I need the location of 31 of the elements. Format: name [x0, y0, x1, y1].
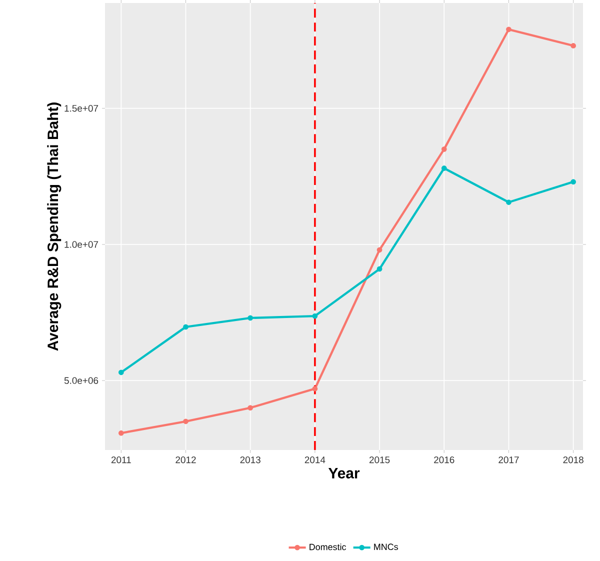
- x-tick-label: 2012: [176, 456, 196, 464]
- point: [183, 418, 188, 424]
- point: [312, 313, 318, 319]
- point: [183, 324, 188, 330]
- legend-label: Domestic: [310, 544, 346, 550]
- y-tick-label: 1.0e+07: [64, 241, 98, 248]
- point: [248, 315, 254, 321]
- x-tick-label: 2017: [498, 456, 519, 464]
- point: [376, 266, 382, 272]
- x-tick-label: 2015: [369, 456, 390, 464]
- point: [570, 179, 576, 185]
- x-tick-label: 2013: [240, 456, 260, 464]
- point: [441, 166, 447, 171]
- legend-label: MNCs: [374, 544, 398, 550]
- point: [312, 386, 318, 392]
- y-axis-title: Average R&D Spending (Thai Baht): [47, 102, 62, 351]
- y-tick-label: 5.0e+06: [64, 377, 98, 384]
- point: [118, 430, 124, 436]
- x-tick-label: 2011: [111, 456, 131, 464]
- x-tick-label: 2016: [434, 456, 454, 464]
- point: [248, 405, 254, 410]
- point: [570, 43, 576, 48]
- point: [441, 146, 447, 152]
- point: [118, 370, 124, 376]
- point: [376, 247, 382, 253]
- point: [506, 200, 512, 205]
- x-tick-label: 2018: [563, 456, 584, 464]
- point: [506, 26, 512, 32]
- y-tick-label: 1.5e+07: [64, 104, 98, 112]
- x-tick-label: 2014: [304, 456, 326, 464]
- x-axis-title: Year: [328, 468, 360, 478]
